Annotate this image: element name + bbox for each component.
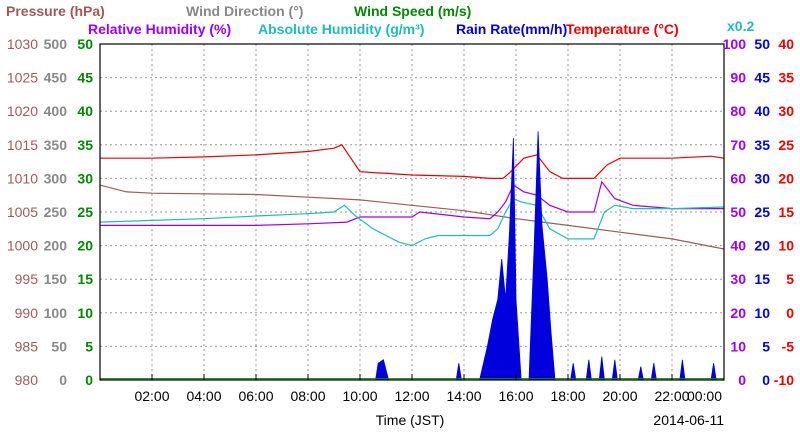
legend-entry: Wind Direction (°): [186, 3, 303, 19]
legend-entry: Absolute Humidity (g/m³): [258, 21, 424, 37]
y-tick-humidity: 50: [730, 204, 746, 220]
y-tick-wind-direction: 200: [44, 238, 68, 254]
y-tick-pressure: 1020: [7, 103, 38, 119]
legend-entry: Rain Rate(mm/h): [456, 21, 567, 37]
y-tick-temperature: 20: [778, 170, 794, 186]
y-tick-pressure: 1025: [7, 70, 38, 86]
y-tick-temperature: 5: [786, 271, 794, 287]
y-tick-wind-speed: 20: [77, 238, 93, 254]
y-tick-wind-speed: 50: [77, 36, 93, 52]
y-tick-wind-speed: 10: [77, 305, 93, 321]
y-tick-rain-rate: 10: [754, 305, 770, 321]
legend-entry: Relative Humidity (%): [88, 21, 231, 37]
x-tick-label: 00:00: [687, 388, 722, 404]
x-axis-label: Time (JST): [376, 412, 445, 428]
y-tick-rain-rate: 50: [754, 36, 770, 52]
y-tick-pressure: 1030: [7, 36, 38, 52]
y-tick-humidity: 20: [730, 305, 746, 321]
y-tick-wind-direction: 300: [44, 170, 68, 186]
x-tick-label: 06:00: [238, 388, 273, 404]
y-tick-humidity: 30: [730, 271, 746, 287]
y-tick-humidity: 80: [730, 103, 746, 119]
y-tick-wind-direction: 400: [44, 103, 68, 119]
series-relative-humidity-line: [100, 180, 724, 226]
y-tick-temperature: 0: [786, 305, 794, 321]
y-tick-humidity: 60: [730, 170, 746, 186]
series-temperature-c-line: [100, 144, 725, 179]
y-tick-wind-direction: 500: [44, 36, 68, 52]
legend-entry: Temperature (°C): [566, 21, 679, 37]
x-tick-label: 10:00: [342, 388, 377, 404]
y-tick-rain-rate: 45: [754, 70, 770, 86]
y-tick-pressure: 1015: [7, 137, 38, 153]
y-tick-wind-speed: 40: [77, 103, 93, 119]
y-tick-pressure: 990: [15, 305, 39, 321]
y-tick-temperature: 30: [778, 103, 794, 119]
y-tick-wind-speed: 15: [77, 271, 93, 287]
y-axes: 9809859909951000100510101015102010251030…: [7, 36, 794, 388]
legend-entry: Pressure (hPa): [6, 3, 105, 19]
y-tick-wind-speed: 5: [85, 338, 93, 354]
x-tick-label: 16:00: [498, 388, 533, 404]
y-tick-humidity: 10: [730, 338, 746, 354]
y-tick-rain-rate: 35: [754, 137, 770, 153]
y-tick-humidity: 90: [730, 70, 746, 86]
y-tick-wind-direction: 100: [44, 305, 68, 321]
y-tick-wind-direction: 450: [44, 70, 68, 86]
y-tick-wind-speed: 25: [77, 204, 93, 220]
scale-note: x0.2: [727, 18, 754, 34]
chart-date: 2014-06-11: [653, 412, 724, 428]
y-tick-pressure: 1005: [7, 204, 38, 220]
y-tick-rain-rate: 15: [754, 271, 770, 287]
series-absolute-humidity-g-m-line: [99, 197, 725, 247]
y-tick-wind-direction: 350: [44, 137, 68, 153]
y-tick-pressure: 995: [15, 271, 39, 287]
y-tick-humidity: 70: [730, 137, 746, 153]
y-tick-wind-direction: 50: [51, 338, 67, 354]
series-layer: [99, 131, 725, 381]
y-tick-temperature: 25: [778, 137, 794, 153]
y-tick-wind-speed: 0: [85, 372, 93, 388]
y-tick-rain-rate: 25: [754, 204, 770, 220]
y-tick-wind-direction: 150: [44, 271, 68, 287]
y-tick-rain-rate: 40: [754, 103, 770, 119]
x-tick-label: 12:00: [394, 388, 429, 404]
y-tick-pressure: 985: [15, 338, 39, 354]
y-tick-humidity: 0: [738, 372, 746, 388]
grid: [100, 44, 724, 380]
legend-entry: Wind Speed (m/s): [354, 3, 471, 19]
series-pressure-hpa-line: [99, 184, 725, 250]
legend: Pressure (hPa) Wind Direction (°) Wind Spe…: [6, 3, 679, 37]
y-tick-humidity: 100: [723, 36, 747, 52]
y-tick-temperature: 40: [778, 36, 794, 52]
y-tick-pressure: 1010: [7, 170, 38, 186]
y-tick-temperature: 15: [778, 204, 794, 220]
y-tick-pressure: 1000: [7, 238, 38, 254]
x-tick-label: 04:00: [186, 388, 221, 404]
y-tick-temperature: 10: [778, 238, 794, 254]
y-tick-wind-speed: 45: [77, 70, 93, 86]
y-tick-wind-direction: 0: [59, 372, 67, 388]
y-tick-temperature: -5: [782, 338, 795, 354]
y-tick-humidity: 40: [730, 238, 746, 254]
y-tick-rain-rate: 20: [754, 238, 770, 254]
x-tick-label: 18:00: [550, 388, 585, 404]
x-axis: 02:00 04:00 06:00 08:00 10:00 12:00 14:00 16:00…: [134, 374, 725, 404]
x-tick-label: 02:00: [134, 388, 169, 404]
y-tick-rain-rate: 5: [762, 338, 770, 354]
x-tick-label: 22:00: [654, 388, 689, 404]
x-tick-label: 20:00: [602, 388, 637, 404]
y-tick-wind-speed: 30: [77, 170, 93, 186]
x-tick-label: 08:00: [290, 388, 325, 404]
y-tick-temperature: -10: [774, 372, 794, 388]
y-tick-pressure: 980: [15, 372, 39, 388]
y-tick-rain-rate: 0: [762, 372, 770, 388]
x-tick-label: 14:00: [446, 388, 481, 404]
y-tick-wind-direction: 250: [44, 204, 68, 220]
y-tick-rain-rate: 30: [754, 170, 770, 186]
y-tick-wind-speed: 35: [77, 137, 93, 153]
y-tick-temperature: 35: [778, 70, 794, 86]
